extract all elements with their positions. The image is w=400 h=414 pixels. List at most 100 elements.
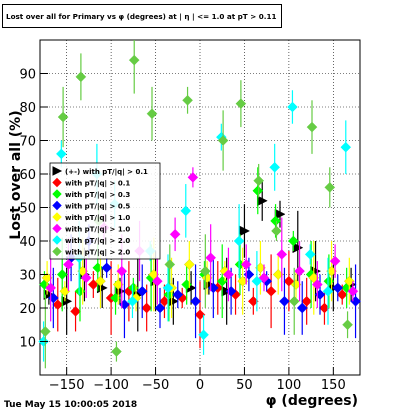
data-point: [265, 285, 277, 297]
data-point: [205, 252, 217, 264]
data-point: [270, 215, 281, 227]
axis-ticks: −150 −100 −50 0 50 100 150 10 20 30 40 50 60 70 80 90: [19, 68, 345, 394]
data-point: [304, 249, 316, 260]
legend-marker: [52, 235, 62, 245]
legend-marker: [52, 177, 62, 188]
data-point: [154, 302, 166, 314]
data-point: [217, 135, 229, 146]
data-point: [55, 148, 67, 160]
chart-title: Lost over all for Primary vs φ (degrees)…: [6, 11, 277, 21]
x-tick-label: 150: [321, 378, 346, 393]
data-point: [287, 101, 298, 113]
data-point: [283, 275, 295, 287]
data-point: [75, 71, 87, 83]
data-point: [199, 265, 211, 277]
data-point: [311, 279, 323, 290]
data-point: [336, 289, 348, 300]
data-point: [111, 346, 122, 357]
legend-entry-label: (+-) with pT/|q| > 0.1: [65, 168, 148, 177]
legend-entry-label: with pT/|q| > 2.0: [65, 237, 130, 246]
data-point: [324, 182, 336, 193]
data-point: [70, 305, 81, 317]
data-point: [287, 235, 299, 247]
legend-entry-label: with pT/|q| > 0.5: [65, 203, 130, 212]
data-point: [332, 282, 344, 294]
data-point: [141, 302, 153, 314]
data-point: [240, 259, 252, 270]
data-point: [276, 249, 288, 260]
data-point: [95, 275, 106, 287]
x-axis-label: φ (degrees): [266, 393, 358, 409]
legend-entry-label: with pT/|q| > 0.1: [65, 180, 130, 189]
y-tick-label: 60: [19, 168, 36, 183]
legend-entry-label: with pT/|q| > 0.3: [65, 191, 130, 200]
legend-marker: [52, 200, 62, 211]
data-point: [63, 259, 74, 270]
data-point: [127, 295, 138, 307]
legend-entry-label: with pT/|q| > 1.0: [65, 214, 130, 223]
data-point: [258, 272, 270, 284]
x-tick-label: 50: [236, 378, 253, 393]
y-tick-label: 20: [19, 302, 36, 317]
data-point: [252, 185, 264, 197]
data-point: [253, 175, 265, 187]
data-point: [342, 319, 353, 331]
data-point: [190, 295, 201, 307]
data-point: [251, 275, 263, 287]
data-point: [194, 309, 206, 321]
chart-title-box: Lost over all for Primary vs φ (degrees)…: [2, 4, 282, 28]
data-point: [294, 265, 305, 277]
data-point: [223, 269, 234, 280]
data-point: [162, 282, 174, 294]
data-point: [269, 161, 281, 173]
timestamp: Tue May 15 10:00:05 2018: [4, 400, 138, 410]
y-tick-label: 40: [19, 235, 36, 250]
data-point: [101, 262, 113, 274]
data-point: [198, 329, 209, 341]
y-tick-label: 10: [19, 336, 36, 351]
y-tick-label: 70: [19, 135, 36, 150]
data-point: [80, 272, 92, 284]
data-point: [306, 121, 318, 133]
legend-entry-label: with pT/|q| > 2.0: [65, 249, 130, 258]
data-point: [164, 259, 176, 270]
data-point: [271, 225, 282, 237]
legend: (+-) with pT/|q| > 0.1 with pT/|q| > 0.1 w…: [49, 162, 161, 260]
data-point: [329, 255, 341, 267]
y-tick-label: 30: [19, 269, 36, 284]
legend-marker: [52, 246, 62, 257]
data-point: [279, 295, 290, 307]
data-point: [39, 326, 51, 337]
x-tick-label: −50: [142, 378, 169, 393]
data-point: [128, 54, 140, 66]
y-tick-label: 80: [19, 101, 36, 116]
data-point: [169, 228, 181, 240]
legend-entry-label: with pT/|q| > 1.0: [65, 226, 130, 235]
data-point: [57, 111, 69, 123]
x-tick-label: −100: [93, 378, 129, 393]
data-point: [301, 295, 313, 307]
y-tick-label: 90: [19, 68, 36, 83]
data-point: [340, 141, 352, 153]
y-axis-label: Lost over all (%): [8, 110, 24, 239]
legend-box: [49, 162, 161, 260]
data-point: [52, 299, 64, 311]
data-point: [116, 265, 128, 277]
legend-marker: [52, 212, 62, 222]
data-point: [180, 205, 192, 217]
data-point: [343, 275, 355, 287]
data-point: [322, 285, 334, 297]
data-point: [183, 259, 195, 270]
data-point: [56, 269, 68, 280]
legend-marker: [52, 189, 62, 199]
x-tick-label: 100: [276, 378, 301, 393]
data-point: [187, 171, 199, 183]
data-point: [45, 282, 57, 294]
x-tick-label: −150: [49, 378, 85, 393]
data-point: [87, 279, 99, 290]
data-point: [235, 98, 247, 110]
y-tick-label: 50: [19, 202, 36, 217]
data-point: [182, 94, 193, 106]
data-point: [136, 285, 148, 297]
